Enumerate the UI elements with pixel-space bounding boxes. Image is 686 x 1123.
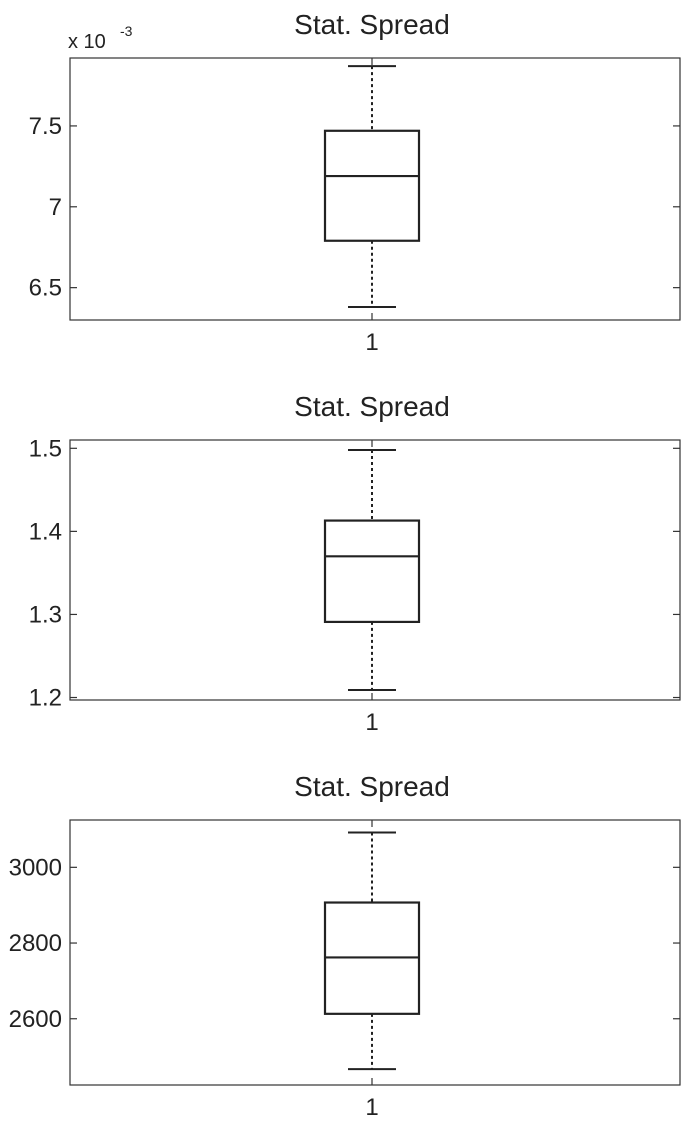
chart-title: Stat. Spread [294, 391, 450, 422]
x-tick-label: 1 [365, 329, 378, 356]
chart-panel-1: Stat. Spread x 10 -3 6.5 7 7.5 1 [29, 9, 681, 356]
x-tick-label: 1 [365, 709, 378, 736]
axis-exponent-label: x 10 [68, 31, 106, 53]
x-tick-label: 1 [365, 1094, 378, 1121]
y-tick-label: 2800 [9, 930, 62, 957]
y-tick-label: 6.5 [29, 275, 62, 302]
y-tick-label: 1.3 [29, 601, 62, 628]
axis-exponent-power: -3 [120, 23, 133, 39]
y-tick-label: 1.5 [29, 435, 62, 462]
axes-frame [69, 57, 681, 321]
y-tick-label: 2600 [9, 1006, 62, 1033]
y-tick-label: 7 [49, 194, 62, 221]
chart-panel-3: Stat. Spread 2600 2800 3000 1 [9, 771, 681, 1121]
y-tick-label: 1.2 [29, 685, 62, 712]
chart-title: Stat. Spread [294, 9, 450, 40]
iqr-box [323, 129, 421, 242]
chart-title: Stat. Spread [294, 771, 450, 802]
y-tick-label: 3000 [9, 854, 62, 881]
y-tick-label: 7.5 [29, 113, 62, 140]
axes-frame [69, 439, 681, 701]
y-tick-label: 1.4 [29, 518, 62, 545]
iqr-box [323, 519, 421, 624]
chart-panel-2: Stat. Spread 1.2 1.3 1.4 1.5 1 [29, 391, 681, 736]
axes-frame [69, 819, 681, 1086]
